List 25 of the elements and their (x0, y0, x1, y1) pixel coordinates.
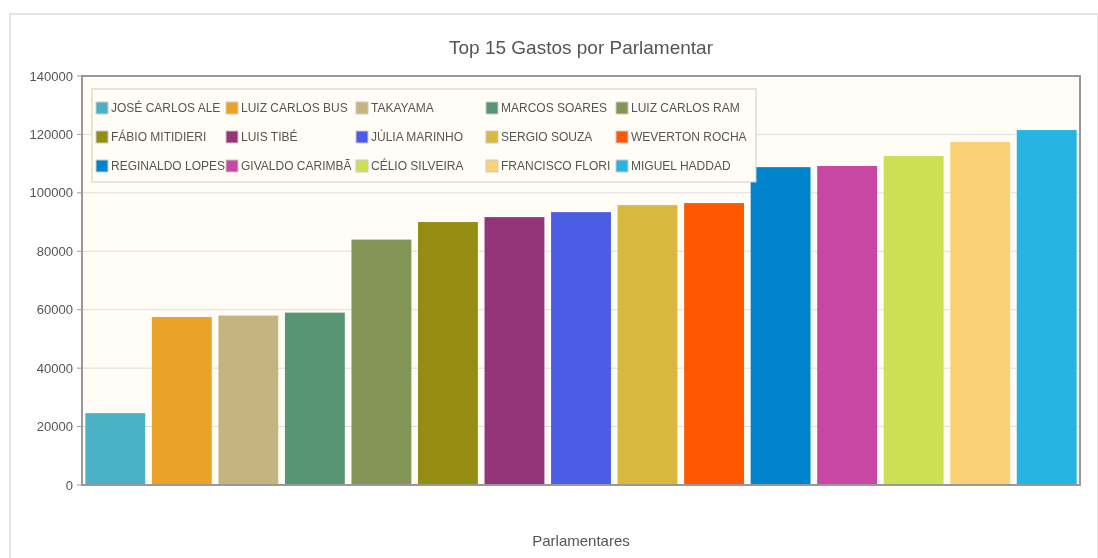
y-tick-label: 0 (65, 477, 73, 493)
y-tick-label: 120000 (29, 126, 73, 142)
legend-label: JOSÉ CARLOS ALE (111, 100, 221, 116)
legend-label: TAKAYAMA (371, 101, 434, 116)
y-tick-label: 140000 (29, 68, 73, 84)
legend-label: FÁBIO MITIDIERI (111, 129, 207, 145)
y-tick-label: 20000 (36, 419, 73, 435)
legend-label: LUIZ CARLOS RAM (631, 101, 740, 116)
x-axis-title: Parlamentares (532, 532, 630, 549)
chart-title: Top 15 Gastos por Parlamentar (448, 37, 714, 58)
y-tick-label: 60000 (36, 302, 73, 318)
legend-label: CÉLIO SILVEIRA (371, 158, 464, 174)
legend-label: REGINALDO LOPES (111, 159, 226, 174)
legend-label: JÚLIA MARINHO (371, 129, 464, 145)
legend-label: FRANCISCO FLORI (501, 159, 611, 174)
legend-label: MARCOS SOARES (501, 101, 608, 116)
legend-label: SERGIO SOUZA (501, 130, 593, 145)
y-tick-label: 40000 (36, 360, 73, 376)
legend-label: LUIS TIBÉ (241, 129, 298, 145)
legend-label: GIVALDO CARIMBÃ (241, 159, 352, 174)
legend-label: MIGUEL HADDAD (631, 159, 731, 174)
legend-label: LUIZ CARLOS BUS (241, 101, 348, 116)
y-tick-label: 80000 (36, 243, 73, 259)
y-tick-label: 100000 (29, 185, 73, 201)
legend-label: WEVERTON ROCHA (631, 130, 747, 145)
